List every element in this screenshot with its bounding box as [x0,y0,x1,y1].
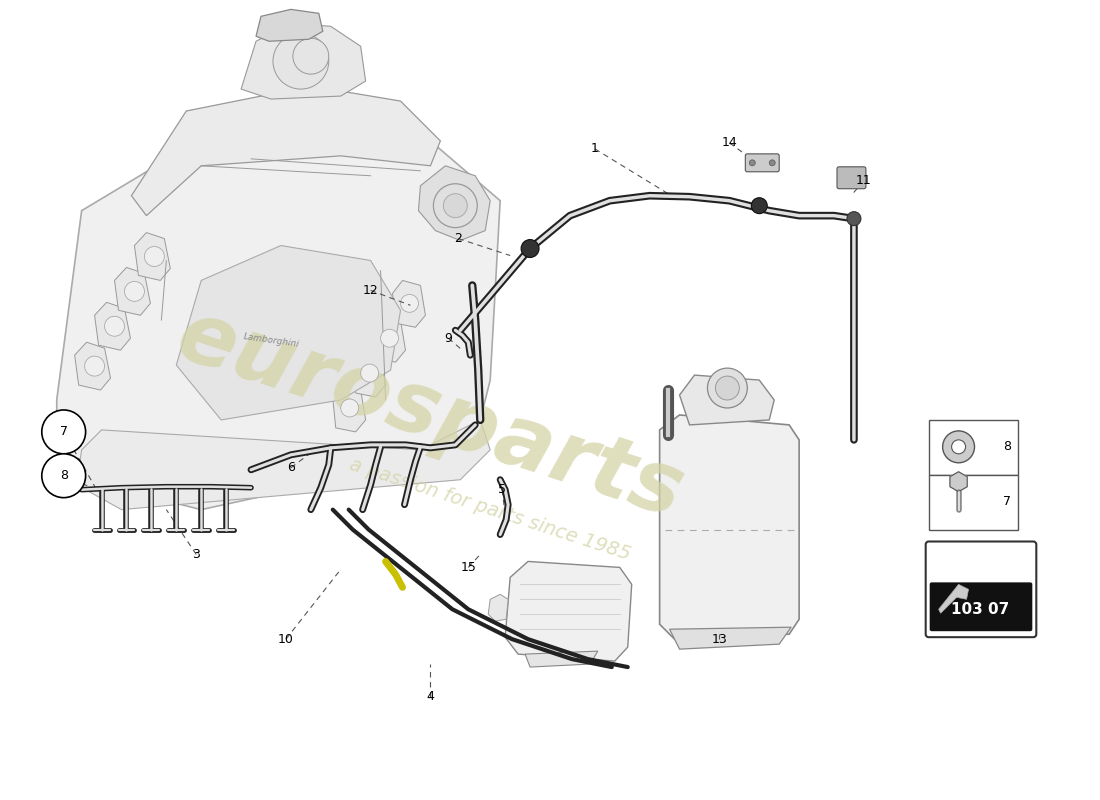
Polygon shape [525,651,597,667]
FancyBboxPatch shape [837,167,866,189]
Text: 4: 4 [427,690,434,703]
FancyBboxPatch shape [928,474,1019,530]
Polygon shape [75,342,110,390]
Circle shape [273,34,329,89]
Polygon shape [418,166,491,241]
Text: 6: 6 [287,462,295,474]
Text: 7: 7 [59,426,68,438]
Polygon shape [256,10,322,42]
Circle shape [707,368,747,408]
Polygon shape [938,584,1019,624]
Circle shape [400,294,418,312]
Text: 11: 11 [856,174,872,187]
Text: 8: 8 [59,470,68,482]
Text: 10: 10 [278,633,294,646]
Text: 12: 12 [363,284,378,297]
Circle shape [144,246,164,266]
Polygon shape [488,594,508,622]
Text: 7: 7 [1003,495,1011,508]
Polygon shape [938,584,968,614]
Circle shape [42,454,86,498]
Text: Lamborghini: Lamborghini [242,332,299,349]
Polygon shape [95,302,131,350]
Text: 9: 9 [444,332,452,345]
Polygon shape [134,233,170,281]
Polygon shape [670,627,791,649]
Text: eurosparts: eurosparts [167,294,694,536]
Text: 13: 13 [712,633,727,646]
Circle shape [521,239,539,258]
Text: 3: 3 [192,548,200,561]
Text: 14: 14 [722,136,737,150]
Polygon shape [505,562,631,661]
Circle shape [341,399,359,417]
Circle shape [769,160,776,166]
Polygon shape [132,86,440,216]
Text: a passion for parts since 1985: a passion for parts since 1985 [348,455,634,564]
Circle shape [847,212,861,226]
Text: 15: 15 [460,561,476,574]
Text: 8: 8 [1003,440,1011,454]
Polygon shape [241,23,365,99]
Circle shape [433,184,477,228]
Circle shape [443,194,468,218]
Circle shape [952,440,966,454]
Circle shape [293,38,329,74]
Polygon shape [114,267,151,315]
FancyBboxPatch shape [746,154,779,172]
Text: 1: 1 [591,142,598,155]
Circle shape [361,364,378,382]
Circle shape [381,330,398,347]
Polygon shape [680,375,774,425]
Polygon shape [176,246,400,420]
FancyBboxPatch shape [928,420,1019,474]
Circle shape [751,198,767,214]
Polygon shape [353,350,386,397]
Polygon shape [660,415,799,639]
Polygon shape [57,121,500,510]
Circle shape [715,376,739,400]
Polygon shape [950,472,967,492]
Circle shape [85,356,104,376]
Polygon shape [333,385,365,432]
FancyBboxPatch shape [930,582,1032,631]
Polygon shape [373,315,406,362]
Circle shape [104,316,124,336]
Polygon shape [77,420,491,510]
Circle shape [943,431,975,462]
Circle shape [749,160,756,166]
Text: 5: 5 [498,483,506,496]
Circle shape [124,282,144,302]
FancyBboxPatch shape [926,542,1036,637]
Polygon shape [393,281,426,327]
Circle shape [42,410,86,454]
Text: 103 07: 103 07 [952,602,1010,617]
Text: 2: 2 [454,232,462,245]
